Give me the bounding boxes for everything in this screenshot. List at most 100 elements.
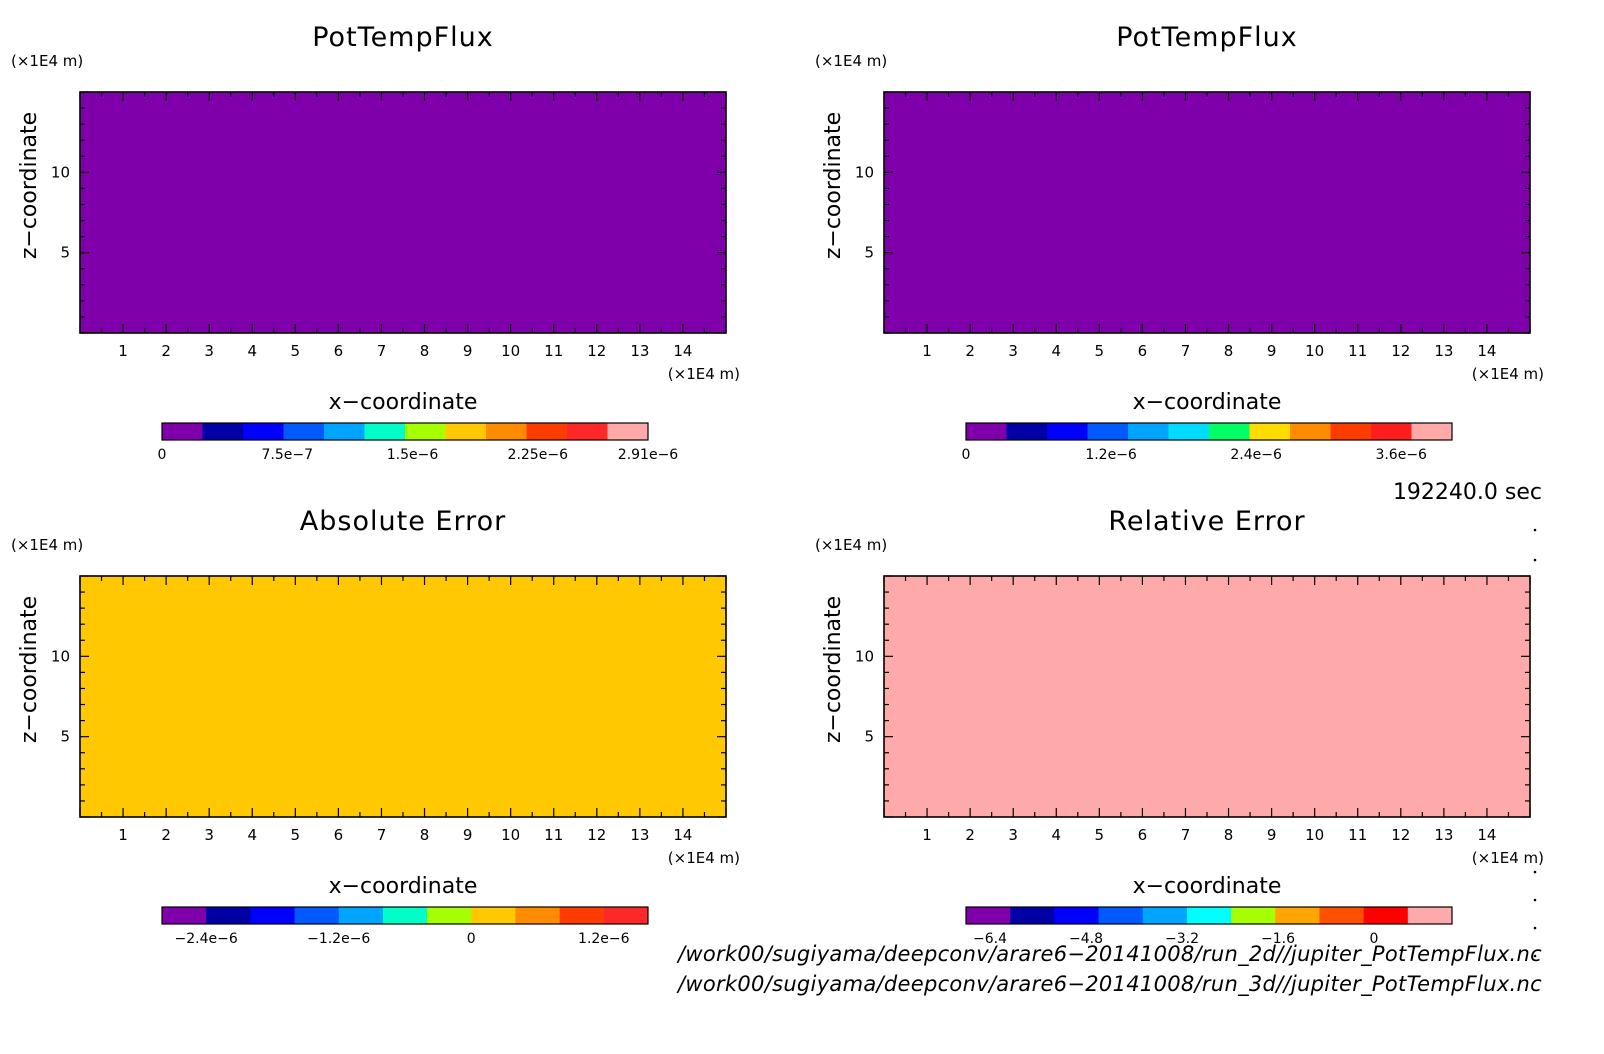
x-tick-label: 2 bbox=[965, 826, 975, 844]
colorbar: −2.4e−6 −1.2e−6 0 1.2e−6 bbox=[161, 906, 649, 947]
x-tick-label: 12 bbox=[1391, 826, 1410, 844]
file-path-2d: /work00/sugiyama/deepconv/arare6−2014100… bbox=[677, 942, 1542, 966]
colorbar-swatch bbox=[202, 423, 244, 440]
colorbar-swatch bbox=[1407, 907, 1453, 924]
colorbar-swatch bbox=[364, 423, 406, 440]
x-tick-label: 9 bbox=[1267, 342, 1277, 360]
x-tick-label: 1 bbox=[922, 826, 932, 844]
y-axis-label: z−coordinate bbox=[821, 596, 846, 743]
colorbar-swatch bbox=[1010, 907, 1055, 924]
y-tick-label: 10 bbox=[855, 647, 874, 665]
margin-dot bbox=[1533, 954, 1537, 958]
x-tick-label: 14 bbox=[1477, 826, 1496, 844]
x-tick-label: 8 bbox=[420, 342, 430, 360]
x-tick-label: 5 bbox=[1095, 342, 1105, 360]
colorbar-label: 0 bbox=[1370, 931, 1379, 947]
x-tick-label: 9 bbox=[463, 342, 473, 360]
x-tick-label: 4 bbox=[1051, 826, 1061, 844]
panel-title: PotTempFlux bbox=[312, 22, 494, 53]
colorbar-swatch bbox=[250, 907, 296, 924]
file-path-3d: /work00/sugiyama/deepconv/arare6−2014100… bbox=[677, 972, 1542, 996]
plot-frame bbox=[883, 575, 1531, 818]
x-tick-label: 1 bbox=[118, 342, 128, 360]
colorbar-swatch bbox=[1371, 423, 1412, 440]
x-tick-label: 10 bbox=[501, 342, 520, 360]
panel-3: Absolute Error(×1E4 m)1 2 3 4 5 6 7 8 9 10 11 12 13 1… bbox=[11, 506, 740, 947]
x-tick-label: 12 bbox=[1391, 342, 1410, 360]
y-tick-label: 10 bbox=[51, 163, 70, 181]
colorbar-label: 2.25e−6 bbox=[508, 447, 569, 463]
x-axis-label: x−coordinate bbox=[329, 390, 478, 415]
x-tick-label: 4 bbox=[1051, 342, 1061, 360]
x-tick-label: 14 bbox=[673, 342, 692, 360]
colorbar-swatch bbox=[607, 423, 649, 440]
colorbar-swatch bbox=[206, 907, 251, 924]
x-tick-label: 9 bbox=[1267, 826, 1277, 844]
colorbar-swatch bbox=[486, 423, 527, 440]
x-tick-label: 3 bbox=[204, 342, 214, 360]
x-tick-label: 8 bbox=[420, 826, 430, 844]
x-tick-label: 12 bbox=[587, 826, 606, 844]
colorbar-label: −3.2 bbox=[1165, 931, 1199, 947]
panel-4: Relative Error(×1E4 m)1 2 3 4 5 6 7 8 9 10 11 12 13 1… bbox=[815, 506, 1544, 947]
x-tick-label: 3 bbox=[1008, 826, 1018, 844]
margin-dot bbox=[1533, 926, 1537, 930]
colorbar-swatch bbox=[1142, 907, 1188, 924]
colorbar-swatch bbox=[1363, 907, 1409, 924]
x-tick-label: 3 bbox=[204, 826, 214, 844]
colorbar: −6.4 −4.8 −3.2 −1.6 0 bbox=[965, 906, 1453, 947]
colorbar-frame bbox=[161, 906, 649, 925]
colorbar-swatch bbox=[526, 423, 568, 440]
colorbar-label: 1.2e−6 bbox=[1085, 447, 1137, 463]
x-axis-label: x−coordinate bbox=[329, 874, 478, 899]
x-tick-label: 10 bbox=[1305, 826, 1324, 844]
x-tick-label: 7 bbox=[1181, 342, 1191, 360]
panel-title: PotTempFlux bbox=[1116, 22, 1298, 53]
y-axis-label: z−coordinate bbox=[17, 112, 42, 259]
x-tick-label: 3 bbox=[1008, 342, 1018, 360]
panel-title: Relative Error bbox=[1108, 506, 1305, 537]
colorbar-swatch bbox=[445, 423, 487, 440]
x-axis-units: (×1E4 m) bbox=[668, 365, 740, 383]
colorbar-swatch bbox=[603, 907, 649, 924]
colorbar-label: 3.6e−6 bbox=[1375, 447, 1427, 463]
colorbar-swatch bbox=[427, 907, 472, 924]
x-tick-label: 10 bbox=[1305, 342, 1324, 360]
colorbar-swatch bbox=[1249, 423, 1291, 440]
colorbar: 0 7.5e−7 1.5e−6 2.25e−6 2.91e−6 bbox=[158, 422, 679, 463]
colorbar-label: 2.91e−6 bbox=[618, 447, 679, 463]
colorbar-swatch bbox=[559, 907, 605, 924]
heatmap-field bbox=[80, 92, 726, 333]
colorbar-label: 1.2e−6 bbox=[578, 931, 630, 947]
colorbar-swatch bbox=[1209, 423, 1250, 440]
x-tick-label: 14 bbox=[673, 826, 692, 844]
colorbar-swatch bbox=[162, 907, 207, 924]
colorbar-swatch bbox=[243, 423, 284, 440]
colorbar-swatch bbox=[1319, 907, 1365, 924]
colorbar-swatch bbox=[382, 907, 428, 924]
colorbar-swatch bbox=[1098, 907, 1144, 924]
colorbar-swatch bbox=[1054, 907, 1100, 924]
colorbar-swatch bbox=[471, 907, 516, 924]
x-tick-label: 14 bbox=[1477, 342, 1496, 360]
x-tick-label: 2 bbox=[161, 826, 171, 844]
colorbar: 0 1.2e−6 2.4e−6 3.6e−6 bbox=[962, 422, 1453, 463]
x-tick-label: 1 bbox=[922, 342, 932, 360]
x-tick-label: 2 bbox=[161, 342, 171, 360]
y-tick-label: 10 bbox=[51, 647, 70, 665]
y-axis-label: z−coordinate bbox=[821, 112, 846, 259]
panel-title: Absolute Error bbox=[300, 506, 506, 537]
y-tick-label: 5 bbox=[864, 728, 874, 746]
colorbar-swatch bbox=[1087, 423, 1129, 440]
x-tick-label: 6 bbox=[1138, 342, 1148, 360]
x-tick-label: 7 bbox=[377, 342, 387, 360]
x-tick-label: 9 bbox=[463, 826, 473, 844]
x-axis-label: x−coordinate bbox=[1133, 390, 1282, 415]
x-tick-label: 1 bbox=[118, 826, 128, 844]
y-axis-units: (×1E4 m) bbox=[11, 52, 83, 70]
x-tick-label: 13 bbox=[1434, 342, 1453, 360]
panel-1: PotTempFlux(×1E4 m)1 2 3 4 5 6 7 8 9 10 11 12 13 1451… bbox=[11, 22, 740, 463]
y-tick-label: 10 bbox=[855, 163, 874, 181]
colorbar-label: 7.5e−7 bbox=[261, 447, 313, 463]
